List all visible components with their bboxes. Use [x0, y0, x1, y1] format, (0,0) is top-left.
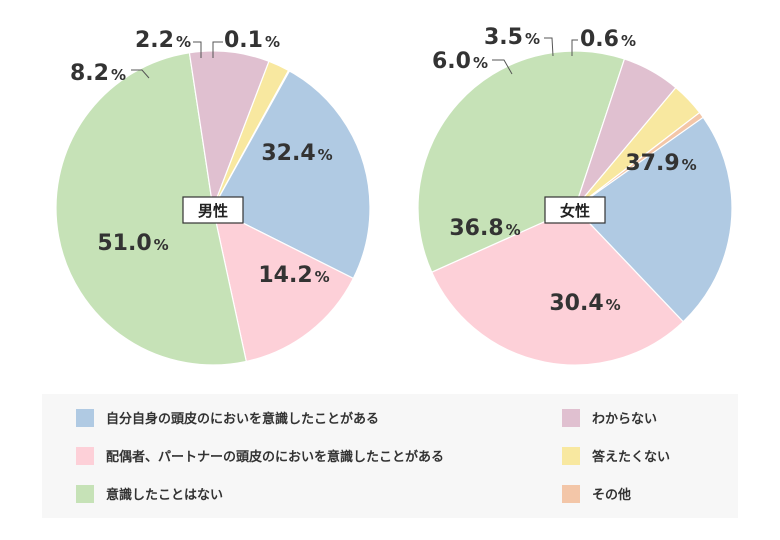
pie-male-unit-no-answer: % [176, 33, 191, 51]
pie-female-title-box [544, 196, 606, 224]
pie-female-value-never: 36.8 [449, 216, 503, 241]
legend-item-no-answer: 答えたくない [562, 446, 670, 465]
pie-male-leader-no-answer [193, 41, 202, 58]
pie-female-label-never: 36.8% [449, 216, 520, 241]
pie-female-title: 女性 [560, 202, 590, 220]
pie-female-leader-no-answer [544, 37, 554, 57]
pie-male-slice-partner [212, 206, 355, 363]
pie-female-leader-unknown [492, 59, 513, 75]
pie-male: 32.4 %14.2 %51.0 %8.2 %2.2% 0.1 %男性 [55, 28, 371, 366]
pie-female-unit-other: % [621, 32, 636, 50]
pie-female-label-unknown: 6.0% [432, 49, 488, 74]
pie-male-label-partner: 14.2% [258, 263, 329, 288]
legend-item-partner: 配偶者、パートナーの頭皮のにおいを意識したことがある [76, 446, 444, 465]
pie-female-unit-partner: % [606, 296, 621, 314]
legend-swatch-unknown [562, 408, 580, 427]
pie-female-label-other: 0.6% [580, 27, 636, 52]
pie-female-leader-other [571, 39, 578, 56]
pie-female-label-self: 37.9% [625, 151, 696, 176]
pie-male-leader-unknown [131, 69, 150, 79]
pie-female-unit-unknown: % [473, 54, 488, 72]
pie-female-value-unknown: 6.0 [432, 49, 471, 74]
pie-female-value-other: 0.6 [580, 27, 619, 52]
legend-label-other: その他 [592, 488, 632, 503]
pie-male-leader-other [212, 41, 223, 58]
legend-label-self: 自分自身の頭皮のにおいを意識したことがある [106, 412, 380, 427]
pie-male-value-no-answer: 2.2 [135, 28, 174, 53]
pie-female-value-self: 37.9 [625, 151, 679, 176]
legend-swatch-never [76, 484, 94, 503]
pie-female-value-no-answer: 3.5 [484, 25, 523, 50]
pie-male-label-self: 32.4% [261, 141, 332, 166]
pie-male-label-no-answer: 2.2% [135, 28, 191, 53]
pie-female-slice-partner [430, 207, 685, 366]
legend-swatch-partner [76, 446, 94, 465]
pie-male-unit-self: % [318, 146, 333, 164]
pie-male-value-partner: 14.2 [258, 263, 312, 288]
pie-male-unit-other: % [265, 33, 280, 51]
legend-item-other: その他 [562, 484, 631, 503]
pie-male-unit-unknown: % [111, 66, 126, 84]
pie-female-label-partner: 30.4% [549, 291, 620, 316]
pie-female-unit-never: % [506, 221, 521, 239]
legend-item-never: 意識したことはない [76, 484, 223, 503]
pie-female: 37.9 %30.4 %36.8 %6.0 %3.5% 0.6 %女性 [417, 25, 733, 366]
legend-label-unknown: わからない [592, 412, 658, 427]
pie-male-slice-never [55, 52, 247, 366]
legend-swatch-self [76, 408, 94, 427]
pie-male-title-box [182, 196, 244, 224]
pie-male-slice-other [212, 69, 291, 209]
legend-item-self: 自分自身の頭皮のにおいを意識したことがある [76, 408, 379, 427]
pie-female-unit-self: % [682, 156, 697, 174]
pie-female-slice-never [417, 50, 626, 273]
pie-male-title: 男性 [198, 202, 228, 220]
pie-female-unit-no-answer: % [525, 30, 540, 48]
legend: 自分自身の頭皮のにおいを意識したことがある 配偶者、パートナーの頭皮のにおいを意… [42, 394, 738, 518]
pie-female-label-no-answer: 3.5% [484, 25, 540, 50]
legend-item-unknown: わからない [562, 408, 657, 427]
pie-female-value-partner: 30.4 [549, 291, 603, 316]
pie-male-value-other: 0.1 [224, 28, 263, 53]
pie-male-value-never: 51.0 [97, 231, 151, 256]
legend-label-no-answer: 答えたくない [592, 450, 671, 465]
pie-male-value-unknown: 8.2 [70, 61, 109, 86]
pie-male-unit-partner: % [315, 268, 330, 286]
legend-label-never: 意識したことはない [106, 488, 224, 503]
pie-female-slice-other [574, 111, 705, 209]
pie-male-label-never: 51.0% [97, 231, 168, 256]
pie-male-value-self: 32.4 [261, 141, 315, 166]
pie-male-label-unknown: 8.2% [70, 61, 126, 86]
legend-swatch-no-answer [562, 446, 580, 465]
legend-swatch-other [562, 484, 580, 503]
pie-male-label-other: 0.1% [224, 28, 280, 53]
pie-male-unit-never: % [154, 236, 169, 254]
legend-label-partner: 配偶者、パートナーの頭皮のにおいを意識したことがある [106, 450, 445, 465]
